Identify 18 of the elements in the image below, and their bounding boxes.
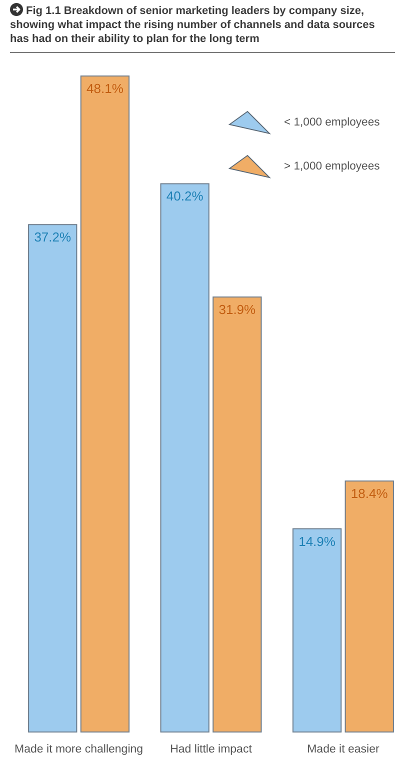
x-tick-label: Made it easier: [307, 744, 380, 756]
legend-label: < 1,000 employees: [284, 116, 380, 128]
bar: [344, 480, 394, 732]
x-tick-label: Had little impact: [170, 744, 253, 756]
bar: [292, 528, 342, 732]
data-label: 48.1%: [86, 81, 124, 96]
bar: [80, 76, 130, 732]
legend-label: > 1,000 employees: [284, 160, 380, 172]
bar: [28, 224, 78, 732]
x-tick-label: Made it more challenging: [14, 744, 144, 756]
bar: [160, 183, 210, 732]
data-label: 18.4%: [350, 486, 388, 502]
data-label: 14.9%: [298, 534, 336, 549]
chart-title: Fig 1.1 Breakdown of senior marketing leaders by company size, showing what impact the rising number of channels and data sources has had on their ability to plan for the long term: [10, 5, 375, 45]
data-label: 31.9%: [218, 302, 256, 317]
bar: [212, 296, 262, 732]
data-label: 40.2%: [166, 188, 204, 204]
data-label: 37.2%: [34, 230, 72, 245]
